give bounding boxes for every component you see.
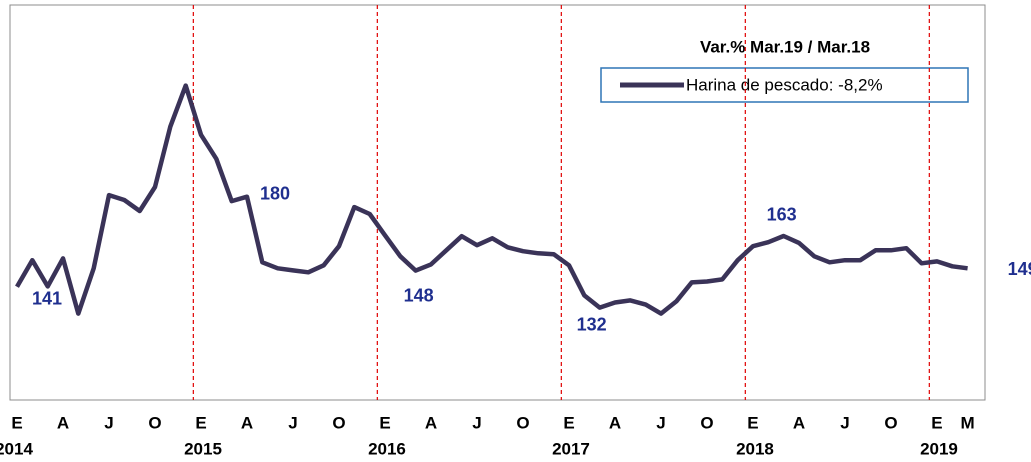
- x-tick-label: E: [563, 413, 574, 432]
- x-tick-label: O: [516, 413, 529, 432]
- legend-title: Var.% Mar.19 / Mar.18: [700, 37, 870, 56]
- x-tick-label: E: [11, 413, 22, 432]
- value-label: 141: [32, 289, 62, 309]
- x-tick-label: O: [700, 413, 713, 432]
- year-label: 2019: [920, 439, 958, 458]
- year-label: 2016: [368, 439, 406, 458]
- legend-label: Harina de pescado: -8,2%: [686, 75, 883, 94]
- value-label: 149: [1008, 259, 1031, 279]
- x-tick-label: E: [195, 413, 206, 432]
- x-tick-label: A: [241, 413, 253, 432]
- x-tick-label: J: [840, 413, 849, 432]
- x-tick-label: O: [884, 413, 897, 432]
- series-line: [15, 83, 968, 316]
- x-tick-label: J: [104, 413, 113, 432]
- x-tick-label: A: [793, 413, 805, 432]
- x-tick-label: J: [656, 413, 665, 432]
- year-label: 2015: [184, 439, 222, 458]
- year-label: 2014: [0, 439, 33, 458]
- x-tick-label: J: [472, 413, 481, 432]
- x-tick-label: A: [57, 413, 69, 432]
- year-label: 2017: [552, 439, 590, 458]
- year-label: 2018: [736, 439, 774, 458]
- x-tick-label: E: [747, 413, 758, 432]
- value-label: 148: [404, 285, 434, 305]
- value-label: 132: [577, 314, 607, 334]
- x-tick-label: J: [288, 413, 297, 432]
- value-label: 163: [767, 205, 797, 225]
- x-tick-label: O: [332, 413, 345, 432]
- x-tick-label: E: [931, 413, 942, 432]
- plot-frame: [9, 4, 986, 401]
- x-tick-label: A: [425, 413, 437, 432]
- value-label: 180: [260, 183, 290, 203]
- x-tick-label: E: [379, 413, 390, 432]
- x-tick-label: O: [148, 413, 161, 432]
- x-tick-label: M: [961, 413, 975, 432]
- x-tick-label: A: [609, 413, 621, 432]
